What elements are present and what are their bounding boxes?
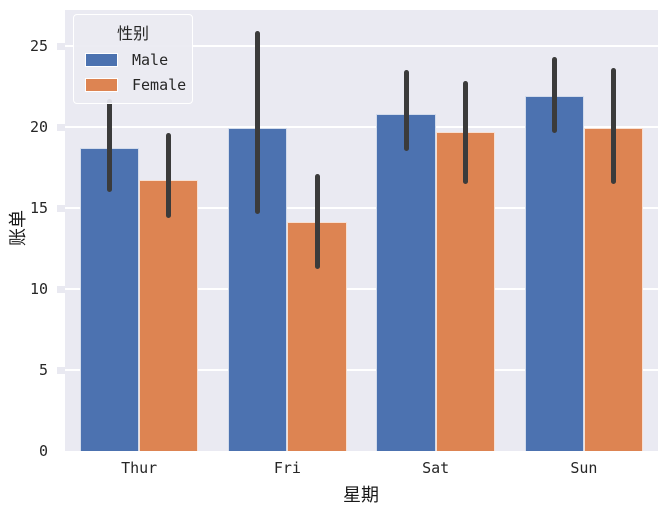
error-bar-male-sun [551, 57, 557, 134]
y-tick-label-10: 10 [29, 279, 48, 298]
x-tick-label-sat: Sat [422, 459, 450, 477]
legend: 性别 Male Female [73, 14, 193, 104]
y-tick-label-25: 25 [29, 36, 48, 55]
gridline-y-25 [65, 44, 658, 47]
gridline-y-5 [65, 368, 658, 371]
error-bar-male-fri [255, 31, 261, 215]
bar-female-sat [435, 131, 495, 451]
legend-label-male: Male [132, 51, 169, 69]
gridline-y-20 [65, 125, 658, 128]
y-tick-mark-10 [57, 285, 65, 293]
error-bar-male-thur [107, 99, 112, 192]
gridline-y-10 [65, 287, 658, 290]
y-tick-label-5: 5 [38, 360, 48, 379]
plot-area: 性别 Male Female [57, 10, 658, 451]
x-tick-label-sun: Sun [570, 459, 598, 477]
legend-swatch-female [85, 78, 118, 92]
x-tick-label-thur: Thur [121, 459, 158, 477]
error-bar-female-sat [462, 81, 468, 184]
bar-male-thur [79, 147, 140, 451]
y-tick-label-15: 15 [29, 198, 48, 217]
y-tick-mark-25 [57, 42, 65, 50]
legend-item-female: Female [74, 76, 192, 94]
y-tick-label-20: 20 [29, 117, 48, 136]
error-bar-female-thur [166, 133, 172, 218]
bar-male-fri [228, 128, 288, 451]
error-bar-female-sun [611, 68, 616, 184]
error-bar-male-sat [403, 70, 409, 152]
bar-male-sun [524, 95, 584, 451]
y-tick-mark-15 [57, 204, 65, 212]
legend-label-female: Female [132, 76, 187, 94]
error-bar-female-fri [314, 173, 320, 270]
y-tick-mark-20 [57, 123, 65, 131]
y-tick-label-0: 0 [38, 442, 48, 460]
x-axis-label: 星期 [343, 485, 379, 506]
y-tick-mark-5 [57, 366, 65, 374]
legend-title: 性别 [116, 24, 149, 43]
x-tick-label-fri: Fri [273, 459, 301, 477]
bar-female-thur [139, 180, 199, 451]
legend-item-male: Male [74, 51, 192, 69]
gridline-y-15 [65, 206, 658, 209]
bar-male-sat [376, 113, 436, 451]
legend-swatch-male [85, 53, 118, 67]
